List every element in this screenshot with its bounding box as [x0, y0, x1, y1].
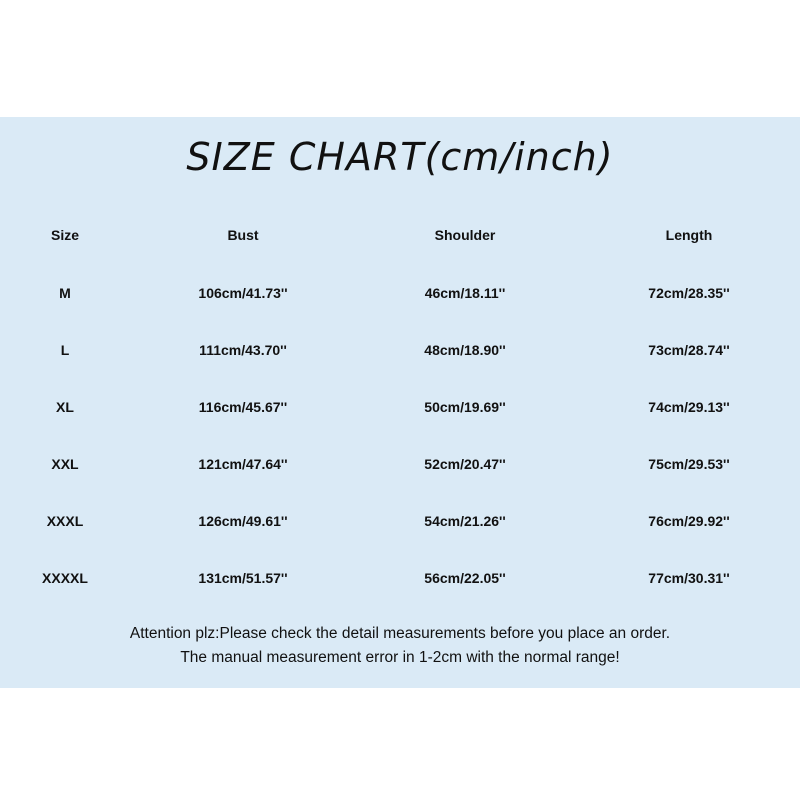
table-row: M 106cm/41.73'' 46cm/18.11'' 72cm/28.35'': [0, 285, 800, 309]
header-size: Size: [50, 227, 80, 243]
cell-size: XXXXL: [42, 570, 88, 586]
cell-length: 77cm/30.31'': [648, 570, 730, 586]
cell-bust: 106cm/41.73'': [198, 285, 288, 301]
cell-shoulder: 50cm/19.69'': [424, 399, 506, 415]
cell-size: XXXL: [46, 513, 84, 529]
cell-shoulder: 56cm/22.05'': [424, 570, 506, 586]
cell-length: 74cm/29.13'': [648, 399, 730, 415]
cell-shoulder: 46cm/18.11'': [424, 285, 506, 301]
cell-length: 75cm/29.53'': [648, 456, 730, 472]
cell-bust: 121cm/47.64'': [198, 456, 288, 472]
header-shoulder: Shoulder: [434, 227, 496, 243]
cell-shoulder: 52cm/20.47'': [424, 456, 506, 472]
table-row: L 111cm/43.70'' 48cm/18.90'' 73cm/28.74'': [0, 342, 800, 366]
cell-size: XL: [56, 399, 74, 415]
table-row: XL 116cm/45.67'' 50cm/19.69'' 74cm/29.13'': [0, 399, 800, 423]
cell-size: M: [59, 285, 71, 301]
table-header: Size Bust Shoulder Length: [0, 227, 800, 251]
attention-note: Attention plz:Please check the detail me…: [129, 625, 671, 642]
cell-length: 73cm/28.74'': [648, 342, 730, 358]
table-row: XXL 121cm/47.64'' 52cm/20.47'' 75cm/29.53'': [0, 456, 800, 480]
header-bust: Bust: [227, 227, 259, 243]
chart-title: SIZE CHART(cm/inch): [186, 135, 614, 179]
cell-bust: 116cm/45.67'': [198, 399, 288, 415]
cell-shoulder: 48cm/18.90'': [424, 342, 506, 358]
header-length: Length: [665, 227, 713, 243]
cell-size: XXL: [51, 456, 79, 472]
table-row: XXXL 126cm/49.61'' 54cm/21.26'' 76cm/29.92'…: [0, 513, 800, 537]
cell-bust: 131cm/51.57'': [198, 570, 288, 586]
cell-shoulder: 54cm/21.26'': [424, 513, 506, 529]
cell-length: 72cm/28.35'': [648, 285, 730, 301]
cell-bust: 126cm/49.61'': [198, 513, 288, 529]
size-chart-panel: [0, 117, 800, 688]
cell-bust: 111cm/43.70'': [199, 342, 287, 358]
table-row: XXXXL 131cm/51.57'' 56cm/22.05'' 77cm/30.31…: [0, 570, 800, 594]
cell-length: 76cm/29.92'': [648, 513, 730, 529]
measurement-error-note: The manual measurement error in 1-2cm wi…: [180, 649, 620, 666]
cell-size: L: [60, 342, 70, 358]
